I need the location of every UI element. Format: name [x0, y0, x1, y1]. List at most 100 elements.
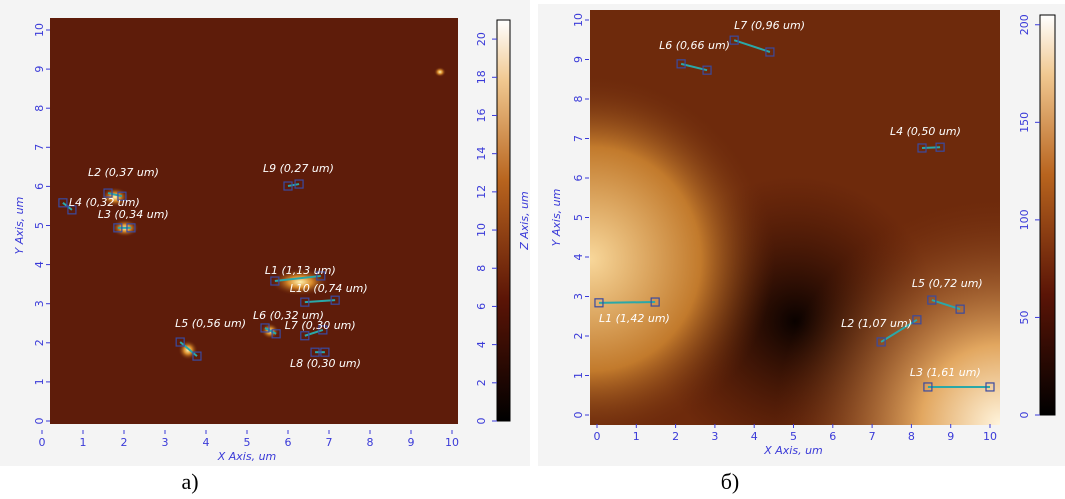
- z-tick-label: 8: [475, 265, 488, 272]
- x-axis-label: X Axis, um: [763, 444, 823, 457]
- y-tick-label: 2: [572, 333, 585, 340]
- x-tick-label: 7: [869, 430, 876, 443]
- z-tick-label: 4: [475, 341, 488, 348]
- x-tick-label: 5: [790, 430, 797, 443]
- measure-point: [117, 191, 127, 201]
- measure-label: L6 (0,66 um): [659, 39, 730, 52]
- y-tick-label: 7: [33, 144, 46, 151]
- x-tick-label: 2: [672, 430, 679, 443]
- x-tick-label: 3: [162, 436, 169, 449]
- measure-point: [985, 382, 995, 392]
- y-tick-label: 9: [572, 56, 585, 63]
- measure-line: [304, 328, 324, 337]
- y-tick-label: 4: [572, 254, 585, 261]
- measure-point: [113, 223, 123, 233]
- y-tick-label: 3: [33, 300, 46, 307]
- measure-point: [271, 329, 281, 339]
- measure-point: [192, 351, 202, 361]
- measure-point: [650, 297, 660, 307]
- measure-line: [107, 192, 123, 198]
- measure-line: [931, 299, 961, 311]
- measure-label: L9 (0,27 um): [263, 162, 334, 175]
- measure-point: [310, 347, 320, 357]
- x-tick-label: 1: [633, 430, 640, 443]
- z-tick-label: 50: [1018, 310, 1031, 324]
- y-tick-label: 10: [33, 23, 46, 37]
- x-tick-label: 10: [445, 436, 459, 449]
- y-axis-label: Y Axis, um: [550, 189, 563, 247]
- colorbar: [1039, 14, 1056, 416]
- z-axis-label: Z Axis, um: [518, 191, 531, 251]
- z-tick-label: 0: [1018, 412, 1031, 419]
- z-tick-label: 6: [475, 303, 488, 310]
- y-tick-label: 1: [572, 372, 585, 379]
- z-tick-label: 100: [1018, 209, 1031, 230]
- measure-label: L6 (0,32 um): [253, 309, 324, 322]
- z-tick-label: 150: [1018, 112, 1031, 133]
- x-tick-label: 0: [594, 430, 601, 443]
- measure-point: [67, 205, 77, 215]
- y-tick-label: 8: [33, 105, 46, 112]
- measure-point: [320, 347, 330, 357]
- y-tick-label: 4: [33, 261, 46, 268]
- x-tick-label: 1: [80, 436, 87, 449]
- x-tick-label: 6: [829, 430, 836, 443]
- measure-line: [880, 318, 918, 343]
- y-tick-label: 5: [572, 214, 585, 221]
- measure-label: L2 (1,07 um): [841, 317, 912, 330]
- measure-line: [921, 146, 941, 149]
- z-tick-label: 20: [475, 32, 488, 46]
- x-tick-label: 4: [203, 436, 210, 449]
- measure-line: [733, 39, 771, 53]
- x-tick-label: 9: [408, 436, 415, 449]
- x-axis-label: X Axis, um: [217, 450, 277, 463]
- measure-label: L8 (0,30 um): [290, 357, 361, 370]
- y-tick-label: 3: [572, 293, 585, 300]
- x-tick-label: 5: [244, 436, 251, 449]
- y-tick-label: 0: [33, 418, 46, 425]
- x-tick-label: 8: [908, 430, 915, 443]
- measure-point: [300, 297, 310, 307]
- measure-label: L1 (1,42 um): [599, 312, 670, 325]
- x-tick-label: 4: [751, 430, 758, 443]
- z-tick-label: 2: [475, 379, 488, 386]
- measure-point: [765, 47, 775, 57]
- measure-point: [294, 179, 304, 189]
- y-axis-label: Y Axis, um: [13, 197, 26, 255]
- y-tick-label: 0: [572, 412, 585, 419]
- z-tick-label: 14: [475, 147, 488, 161]
- measure-line: [274, 274, 321, 283]
- z-tick-label: 12: [475, 185, 488, 199]
- measure-point: [729, 35, 739, 45]
- measure-point: [912, 315, 922, 325]
- measure-label: L5 (0,72 um): [912, 277, 983, 290]
- measure-label: L10 (0,74 um): [290, 282, 368, 295]
- measure-point: [126, 223, 136, 233]
- y-tick-label: 10: [572, 13, 585, 27]
- measure-point: [58, 198, 68, 208]
- measure-line: [304, 299, 336, 304]
- z-tick-label: 0: [475, 418, 488, 425]
- z-tick-label: 200: [1018, 14, 1031, 35]
- measure-label: L3 (1,61 um): [910, 366, 981, 379]
- measure-label: L7 (0,30 um): [285, 319, 356, 332]
- measure-point: [955, 304, 965, 314]
- measure-point: [927, 295, 937, 305]
- measure-point: [316, 271, 326, 281]
- caption: б): [721, 469, 740, 494]
- x-tick-label: 2: [121, 436, 128, 449]
- y-tick-label: 8: [572, 96, 585, 103]
- z-tick-label: 10: [475, 223, 488, 237]
- z-tick-label: 18: [475, 70, 488, 84]
- y-tick-label: 6: [33, 183, 46, 190]
- measure-label: L3 (0,34 um): [98, 208, 169, 221]
- x-tick-label: 3: [711, 430, 718, 443]
- x-tick-label: 8: [367, 436, 374, 449]
- x-tick-label: 0: [39, 436, 46, 449]
- measure-point: [330, 295, 340, 305]
- y-tick-label: 7: [572, 135, 585, 142]
- measure-point: [935, 142, 945, 152]
- caption: a): [181, 469, 198, 494]
- colorbar: [496, 19, 511, 422]
